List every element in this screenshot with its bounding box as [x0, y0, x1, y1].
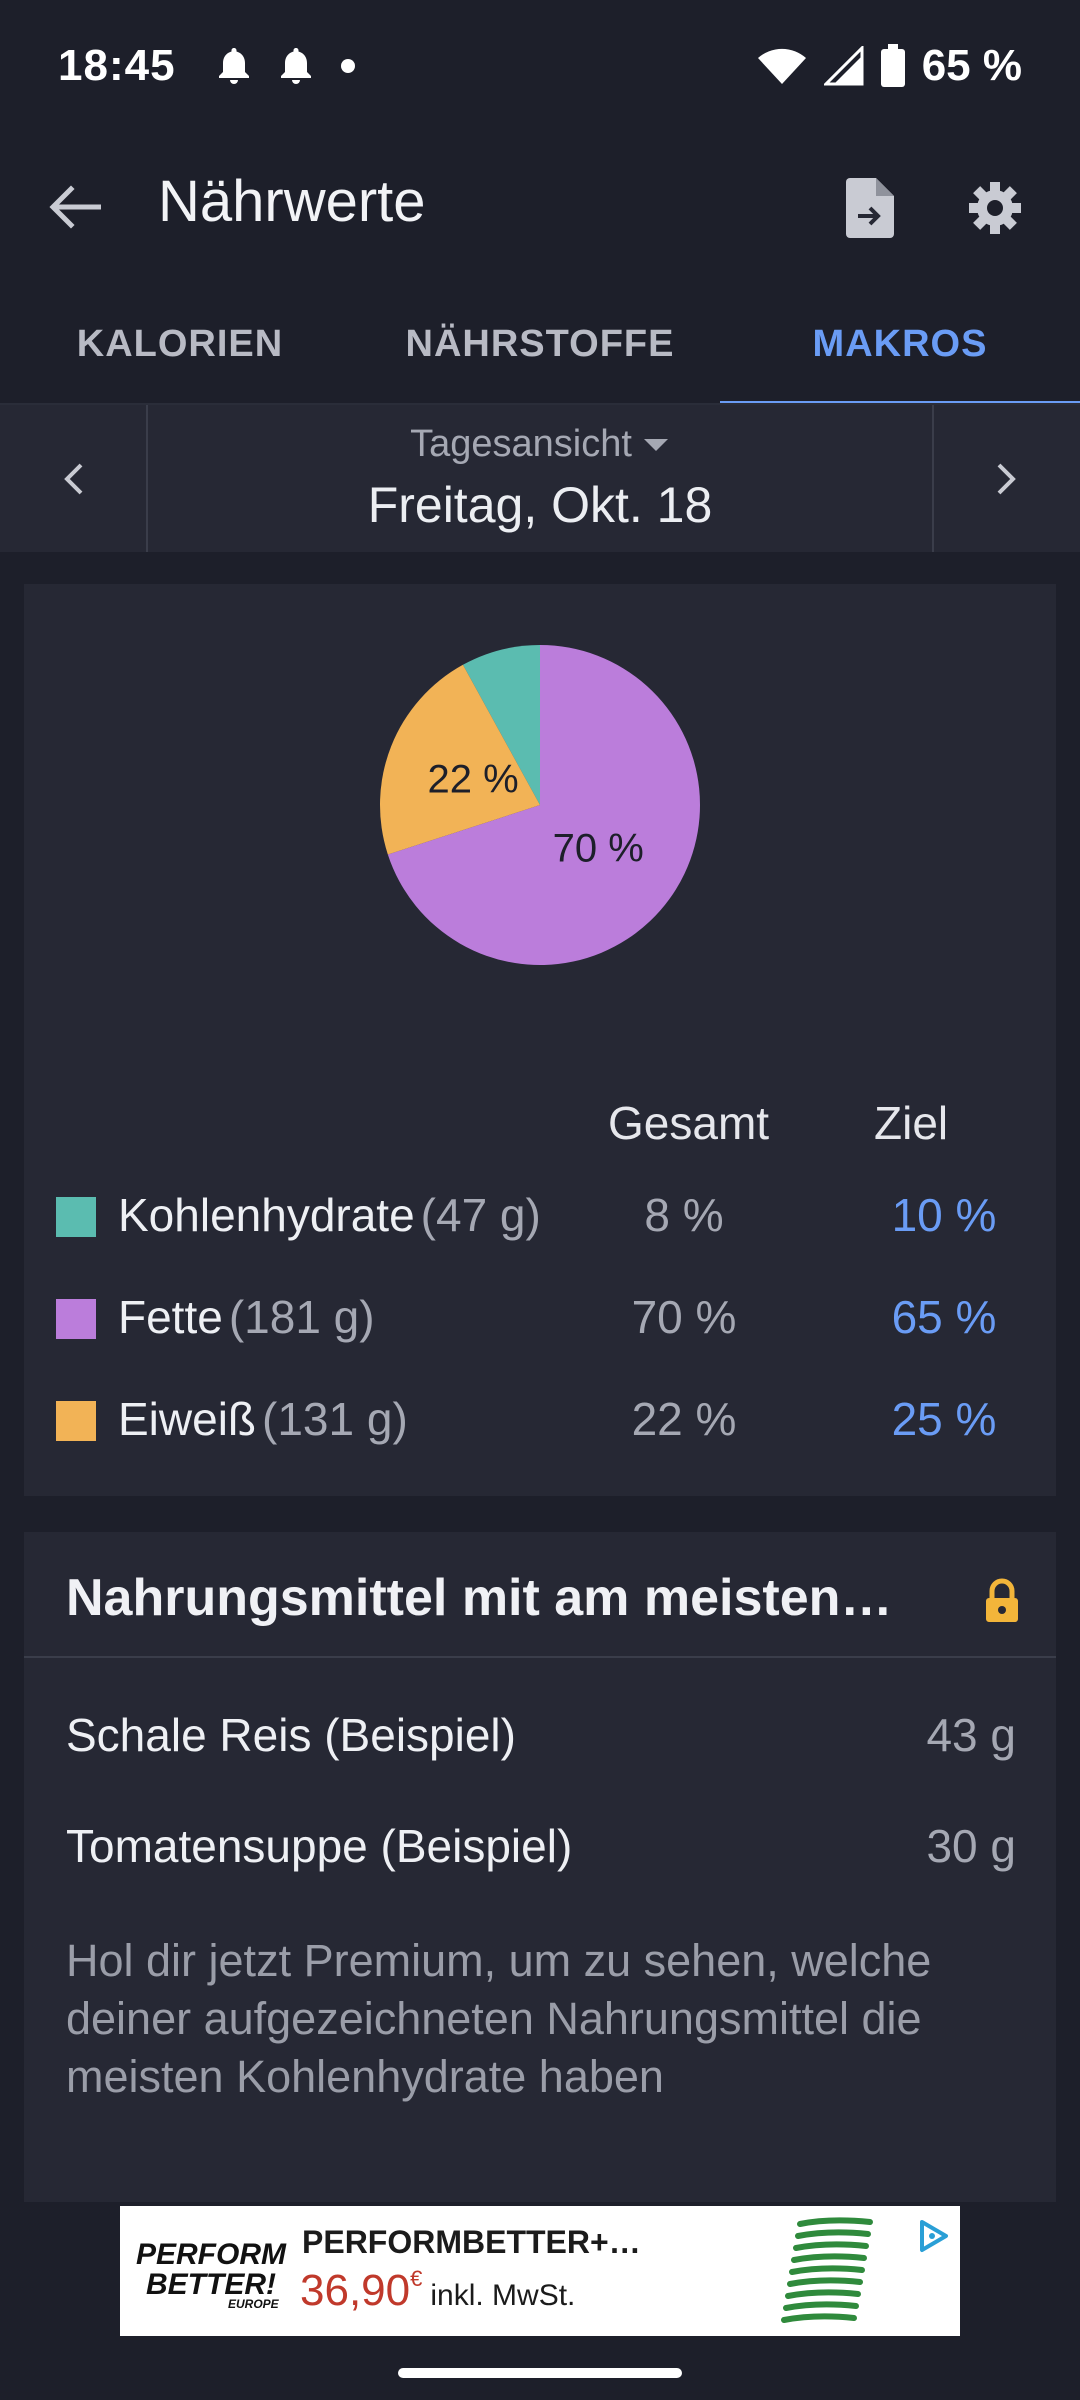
pie-slice-fat: [387, 645, 701, 965]
protein-amount: (131 g): [262, 1393, 408, 1445]
macros-chart-card: 70 % 22 % Gesamt Ziel Kohlenhydrate (47 g)…: [24, 584, 1056, 1496]
pie-svg: 70 % 22 %: [380, 645, 701, 965]
view-mode-dropdown[interactable]: Tagesansicht: [410, 423, 670, 466]
current-date: Freitag, Okt. 18: [367, 477, 713, 533]
ad-title: PERFORMBETTER+…: [302, 2224, 641, 2260]
status-time: 18:45: [58, 41, 176, 90]
bell-icon: [280, 48, 311, 84]
ad-price: 36,90: [300, 2266, 411, 2315]
premium-upsell-text[interactable]: Hol dir jetzt Premium, um zu sehen, welc…: [66, 1935, 932, 2102]
protein-total: 22 %: [631, 1393, 737, 1445]
dot-icon: [340, 59, 355, 73]
pie-label-protein: 22 %: [427, 757, 518, 801]
header-total: Gesamt: [608, 1097, 770, 1149]
ad-currency: €: [410, 2266, 423, 2291]
wifi-icon: [757, 48, 806, 84]
page-title: Nährwerte: [158, 169, 426, 234]
macro-row-protein: Eiweiß (131 g) 22 % 25 %: [24, 1380, 1056, 1460]
ad-tax-note: inkl. MwSt.: [430, 2279, 576, 2312]
bell-icon: [218, 48, 249, 84]
system-nav-bar: [0, 2336, 1080, 2400]
resistance-bands-image: [781, 2217, 873, 2323]
food-value: 43 g: [926, 1709, 1016, 1761]
app-bar: Nährwerte: [0, 132, 1080, 282]
macros-table-header: Gesamt Ziel: [24, 1096, 1056, 1166]
date-navigator: Tagesansicht Freitag, Okt. 18: [0, 405, 1080, 552]
battery-icon: [880, 44, 905, 87]
export-button[interactable]: [830, 168, 910, 248]
logo-line-3: EUROPE: [228, 2297, 280, 2310]
protein-color-swatch: [56, 1401, 96, 1441]
macro-row-fat: Fette (181 g) 70 % 65 %: [24, 1278, 1056, 1358]
chevron-right-icon: [997, 463, 1016, 494]
pie-slice-protein: [380, 664, 540, 855]
dropdown-arrow-icon: [643, 438, 668, 451]
tab-kalorien[interactable]: KALORIEN: [76, 322, 284, 365]
adchoices-icon[interactable]: [912, 2216, 952, 2256]
back-button[interactable]: [40, 172, 110, 242]
tab-naehrstoffe[interactable]: NÄHRSTOFFE: [405, 322, 675, 365]
list-item[interactable]: Tomatensuppe (Beispiel) 30 g: [66, 1819, 1016, 1889]
fat-color-swatch: [56, 1299, 96, 1339]
gear-icon: [969, 182, 1021, 234]
list-item[interactable]: Schale Reis (Beispiel) 43 g: [66, 1708, 1016, 1778]
view-mode-label: Tagesansicht: [410, 423, 632, 465]
ad-price-line: 36,90€ inkl. MwSt.: [300, 2266, 575, 2316]
fat-amount: (181 g): [228, 1291, 375, 1343]
protein-name: Eiweiß: [118, 1393, 257, 1445]
signal-icon: [823, 46, 864, 86]
home-gesture-handle[interactable]: [398, 2368, 682, 2378]
food-name: Schale Reis (Beispiel): [66, 1709, 516, 1761]
macro-row-carbs: Kohlenhydrate (47 g) 8 % 10 %: [24, 1176, 1056, 1256]
logo-line-1: PERFORM: [136, 2238, 287, 2271]
next-day-button[interactable]: [932, 405, 1080, 552]
chevron-left-icon: [64, 463, 83, 494]
carbs-amount: (47 g): [420, 1189, 541, 1241]
tab-makros[interactable]: MAKROS: [720, 282, 1080, 406]
carbs-color-swatch: [56, 1197, 96, 1237]
date-selector[interactable]: Tagesansicht Freitag, Okt. 18: [148, 405, 932, 552]
header-goal: Ziel: [874, 1097, 949, 1149]
brand-logo: PERFORM BETTER! EUROPE: [136, 2238, 287, 2310]
foods-divider: [24, 1656, 1056, 1658]
carbs-name: Kohlenhydrate: [118, 1189, 415, 1241]
back-arrow-icon: [49, 185, 101, 229]
fat-total: 70 %: [631, 1291, 737, 1343]
fat-name: Fette: [118, 1291, 223, 1343]
food-name: Tomatensuppe (Beispiel): [66, 1820, 573, 1872]
carbs-goal[interactable]: 10 %: [891, 1189, 997, 1241]
carbs-total: 8 %: [644, 1189, 724, 1241]
pie-slice-carbs: [462, 645, 540, 805]
top-foods-card: Nahrungsmittel mit am meisten… Schale Re…: [24, 1532, 1056, 2202]
tab-bar: KALORIEN NÄHRSTOFFE MAKROS: [0, 282, 1080, 406]
pie-label-fat: 70 %: [553, 826, 644, 870]
previous-day-button[interactable]: [0, 405, 148, 552]
macros-pie-chart: 70 % 22 %: [24, 584, 1056, 1004]
protein-goal[interactable]: 25 %: [891, 1393, 997, 1445]
settings-button[interactable]: [955, 168, 1035, 248]
ad-banner[interactable]: PERFORM BETTER! EUROPE PERFORMBETTER+… 3…: [120, 2206, 960, 2336]
lock-icon: [986, 1578, 1018, 1622]
tab-divider: [0, 403, 1080, 405]
food-value: 30 g: [926, 1820, 1016, 1872]
status-bar: 18:45 65 %: [0, 0, 1080, 132]
top-foods-title[interactable]: Nahrungsmittel mit am meisten…: [66, 1569, 893, 1627]
fat-goal[interactable]: 65 %: [891, 1291, 997, 1343]
logo-line-2: BETTER!: [146, 2268, 276, 2301]
export-document-icon: [846, 178, 894, 238]
battery-percentage: 65 %: [921, 41, 1022, 90]
